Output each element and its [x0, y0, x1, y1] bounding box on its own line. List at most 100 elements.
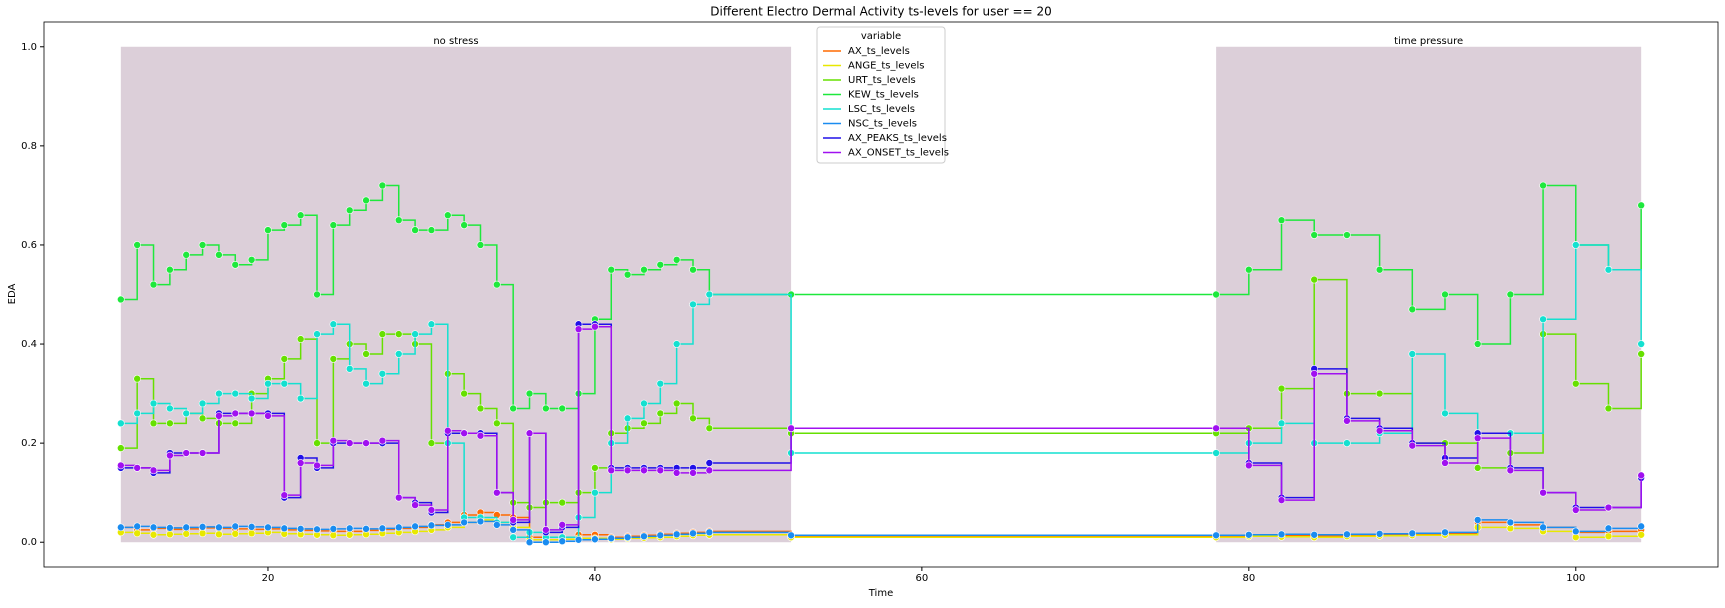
data-point: [705, 466, 714, 475]
legend-label: URT_ts_levels: [848, 75, 916, 86]
data-point: [689, 529, 697, 538]
data-point: [231, 260, 240, 269]
data-point: [133, 522, 141, 531]
legend-label: NSC_ts_levels: [848, 119, 917, 130]
data-point: [1212, 449, 1220, 457]
data-point: [280, 355, 289, 363]
data-point: [558, 498, 567, 507]
data-point: [133, 409, 141, 418]
data-point: [1343, 231, 1351, 239]
y-tick-label: 0.0: [21, 537, 37, 548]
data-point: [1441, 409, 1449, 418]
data-point: [1539, 488, 1547, 497]
data-point: [280, 491, 289, 499]
data-point: [656, 260, 665, 269]
data-point: [705, 459, 714, 467]
data-point: [427, 506, 436, 514]
data-point: [1637, 471, 1645, 480]
data-point: [149, 466, 158, 475]
data-point: [264, 412, 272, 420]
data-point: [329, 531, 338, 540]
data-point: [443, 521, 452, 529]
data-point: [182, 530, 191, 538]
data-point: [1212, 424, 1220, 433]
data-point: [133, 241, 141, 249]
data-point: [362, 379, 370, 388]
data-point: [198, 529, 207, 538]
data-point: [247, 523, 256, 531]
data-point: [296, 211, 305, 220]
data-point: [427, 439, 436, 447]
plot-frame: [43, 21, 1719, 568]
legend-label: AX_PEAKS_ts_levels: [848, 133, 947, 144]
data-point: [607, 466, 616, 475]
x-tick-label: 40: [589, 573, 602, 584]
data-point: [656, 379, 665, 388]
data-point: [443, 426, 452, 435]
data-point: [574, 325, 583, 333]
data-point: [1441, 459, 1449, 467]
data-point: [345, 439, 354, 447]
data-point: [166, 419, 174, 428]
data-point: [1604, 532, 1613, 541]
data-point: [247, 256, 256, 264]
data-point: [689, 265, 697, 274]
data-point: [591, 322, 599, 331]
data-point: [607, 265, 616, 274]
data-point: [672, 530, 681, 539]
data-point: [460, 389, 468, 398]
data-point: [198, 523, 207, 531]
data-point: [623, 270, 632, 279]
data-point: [182, 523, 191, 532]
data-point: [1310, 530, 1319, 539]
data-point: [411, 330, 419, 338]
data-point: [1310, 231, 1319, 239]
data-point: [672, 340, 681, 348]
data-point: [198, 241, 207, 249]
data-point: [591, 464, 599, 472]
data-point: [182, 409, 191, 418]
data-point: [182, 251, 191, 259]
data-point: [394, 350, 403, 358]
data-point: [1637, 530, 1645, 539]
data-point: [231, 389, 240, 398]
data-point: [1408, 441, 1417, 450]
span: [1216, 46, 1642, 543]
data-point: [1343, 439, 1351, 447]
data-point: [1343, 530, 1351, 539]
x-axis-label: Time: [868, 588, 893, 599]
data-point: [329, 436, 338, 445]
data-point: [198, 399, 207, 408]
data-point: [1375, 389, 1384, 398]
legend-label: ANGE_ts_levels: [848, 61, 925, 72]
data-point: [329, 221, 338, 229]
data-point: [1506, 518, 1515, 527]
data-point: [476, 517, 485, 526]
data-point: [280, 221, 289, 229]
data-point: [476, 404, 485, 413]
data-point: [1473, 434, 1482, 442]
data-point: [542, 526, 550, 534]
data-point: [362, 196, 370, 205]
data-point: [345, 530, 354, 539]
legend-box: [816, 26, 946, 164]
legend-label: KEW_ts_levels: [848, 90, 919, 101]
data-point: [117, 461, 125, 470]
data-point: [705, 290, 714, 299]
legend-label: LSC_ts_levels: [848, 104, 915, 115]
data-point: [1604, 265, 1613, 274]
data-point: [656, 531, 665, 540]
data-point: [1277, 530, 1286, 539]
data-point: [1441, 290, 1449, 299]
data-point: [198, 449, 207, 457]
data-point: [460, 518, 468, 527]
data-point: [705, 528, 714, 537]
data-point: [329, 355, 338, 363]
data-point: [689, 414, 697, 423]
data-point: [117, 419, 125, 428]
data-point: [313, 330, 321, 338]
data-point: [1408, 529, 1417, 538]
data-point: [264, 523, 272, 532]
data-point: [1637, 201, 1645, 210]
data-point: [1245, 530, 1253, 539]
